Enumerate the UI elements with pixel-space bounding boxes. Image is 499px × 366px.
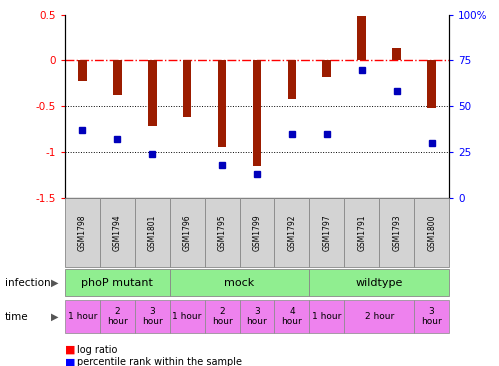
Text: infection: infection <box>5 278 50 288</box>
Text: GSM1791: GSM1791 <box>357 214 366 251</box>
Text: GSM1792: GSM1792 <box>287 214 296 251</box>
Text: phoP mutant: phoP mutant <box>81 278 153 288</box>
Bar <box>392 49 401 60</box>
Text: GSM1801: GSM1801 <box>148 214 157 251</box>
Bar <box>427 60 436 108</box>
Bar <box>309 198 344 267</box>
Bar <box>65 300 100 333</box>
Bar <box>344 300 414 333</box>
Text: 4
hour: 4 hour <box>281 307 302 326</box>
Bar <box>379 198 414 267</box>
Text: 3
hour: 3 hour <box>421 307 442 326</box>
Text: 1 hour: 1 hour <box>312 312 341 321</box>
Text: 1 hour: 1 hour <box>173 312 202 321</box>
Text: GSM1794: GSM1794 <box>113 214 122 251</box>
Bar <box>344 198 379 267</box>
Bar <box>274 198 309 267</box>
Text: 2
hour: 2 hour <box>107 307 128 326</box>
Bar <box>240 198 274 267</box>
Text: GSM1800: GSM1800 <box>427 214 436 251</box>
Bar <box>357 16 366 60</box>
Bar <box>135 198 170 267</box>
Text: GSM1795: GSM1795 <box>218 214 227 251</box>
Text: GSM1799: GSM1799 <box>252 214 261 251</box>
Bar <box>100 198 135 267</box>
Text: 1 hour: 1 hour <box>68 312 97 321</box>
Bar <box>135 300 170 333</box>
Bar <box>414 300 449 333</box>
Text: log ratio: log ratio <box>77 344 118 355</box>
Text: ▶: ▶ <box>51 311 59 322</box>
Bar <box>309 269 449 296</box>
Bar <box>65 198 100 267</box>
Bar <box>309 300 344 333</box>
Text: GSM1798: GSM1798 <box>78 214 87 251</box>
Text: ▶: ▶ <box>51 278 59 288</box>
Text: 3
hour: 3 hour <box>142 307 163 326</box>
Text: ■: ■ <box>65 357 75 366</box>
Bar <box>183 60 192 117</box>
Bar <box>240 300 274 333</box>
Bar <box>218 60 227 147</box>
Bar <box>148 60 157 126</box>
Text: wildtype: wildtype <box>356 278 403 288</box>
Text: GSM1797: GSM1797 <box>322 214 331 251</box>
Bar <box>414 198 449 267</box>
Bar <box>274 300 309 333</box>
Bar <box>170 300 205 333</box>
Text: GSM1796: GSM1796 <box>183 214 192 251</box>
Bar <box>322 60 331 77</box>
Bar <box>205 198 240 267</box>
Text: time: time <box>5 311 28 322</box>
Bar <box>205 300 240 333</box>
Bar <box>100 300 135 333</box>
Text: GSM1793: GSM1793 <box>392 214 401 251</box>
Bar <box>287 60 296 99</box>
Bar <box>170 269 309 296</box>
Text: mock: mock <box>225 278 254 288</box>
Text: percentile rank within the sample: percentile rank within the sample <box>77 357 243 366</box>
Bar <box>78 60 87 81</box>
Text: 2
hour: 2 hour <box>212 307 233 326</box>
Text: 2 hour: 2 hour <box>365 312 394 321</box>
Bar <box>170 198 205 267</box>
Bar <box>252 60 261 165</box>
Text: 3
hour: 3 hour <box>247 307 267 326</box>
Bar <box>113 60 122 95</box>
Text: ■: ■ <box>65 344 75 355</box>
Bar <box>65 269 170 296</box>
